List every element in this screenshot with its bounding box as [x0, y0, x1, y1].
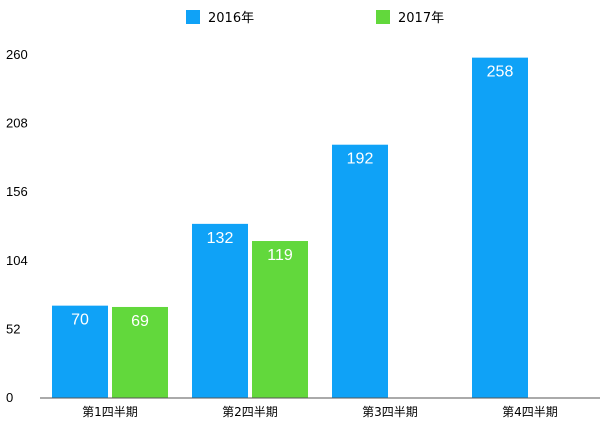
data-label: 258: [487, 64, 514, 81]
data-label: 70: [71, 312, 89, 329]
y-tick-label: 260: [6, 47, 28, 62]
y-tick-label: 0: [6, 390, 13, 405]
x-category-label: 第3四半期: [362, 405, 418, 419]
bars: [52, 57, 528, 399]
legend-swatch: [186, 10, 200, 24]
bar-2-1: [112, 306, 168, 398]
y-tick-label: 104: [6, 253, 28, 268]
legend-label: 2017年: [398, 11, 444, 26]
y-tick-label: 208: [6, 116, 28, 131]
bar-2-2: [252, 241, 308, 398]
bar-1-1: [52, 305, 108, 398]
data-label: 119: [267, 247, 293, 264]
x-axis: 第1四半期 第2四半期 第3四半期 第4四半期: [82, 405, 558, 419]
legend: 2016年 2017年: [186, 10, 444, 26]
data-label: 192: [347, 151, 374, 168]
x-category-label: 第1四半期: [82, 405, 138, 419]
x-category-label: 第4四半期: [502, 405, 558, 419]
bar-1-4: [472, 57, 528, 399]
data-label: 69: [131, 313, 149, 330]
data-label: 132: [207, 230, 234, 247]
bar-1-3: [332, 144, 388, 398]
legend-swatch: [376, 10, 390, 24]
y-tick-label: 52: [6, 321, 20, 336]
legend-label: 2016年: [208, 11, 254, 26]
y-tick-label: 156: [6, 184, 28, 199]
x-category-label: 第2四半期: [222, 405, 278, 419]
bar-1-2: [192, 223, 248, 398]
data-labels: 70 69 132 119 192 258: [71, 64, 513, 330]
y-axis: 0 52 104 156 208 260: [6, 47, 28, 405]
